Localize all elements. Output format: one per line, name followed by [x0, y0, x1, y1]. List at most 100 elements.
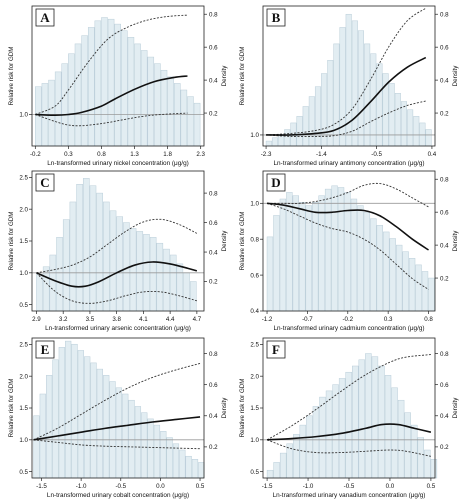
panel-b: -2.3 -1.4 -0.5 0.4 1.0 0.8 0.6 0.4 0.2 Relative r… — [239, 5, 459, 167]
histogram-bar — [332, 384, 339, 479]
histogram-bar — [136, 231, 144, 312]
histogram-bar — [68, 53, 75, 147]
y-right-tick-label: 0.8 — [440, 11, 449, 18]
x-tick-label: 3.5 — [86, 316, 95, 323]
ci-lower-line — [35, 112, 188, 127]
y-right-tick-label: 0.4 — [209, 413, 218, 420]
histogram-bar — [74, 43, 82, 147]
x-tick-label: -1.4 — [316, 151, 327, 158]
histogram-bar — [419, 122, 426, 147]
y-right-tick-label: 0.8 — [440, 176, 449, 183]
histogram-bar — [134, 43, 141, 147]
ci-upper-line — [33, 363, 201, 441]
histogram-bar — [185, 455, 192, 479]
histogram-bar — [128, 399, 135, 479]
x-tick-label: -0.5 — [344, 483, 355, 490]
histogram-bar — [324, 188, 332, 312]
histogram-bar — [198, 462, 205, 479]
y-right-tick-label: 0.2 — [440, 110, 449, 117]
histogram-bar — [273, 462, 280, 479]
histogram-bar — [180, 89, 188, 147]
y-right-tick-label: 0.6 — [209, 382, 218, 389]
y-right-axis-title: Density — [452, 397, 459, 419]
histogram-bar — [370, 218, 377, 312]
y-left-tick-label: 1.0 — [250, 201, 259, 208]
histogram-bar — [371, 356, 379, 479]
histogram-bar — [116, 216, 123, 312]
histogram-bar — [279, 198, 287, 312]
histogram-bar — [383, 231, 390, 312]
histogram-bar — [404, 412, 411, 479]
histogram-bar — [193, 102, 201, 147]
x-axis-title: Ln-transformed urinary arsenic concentra… — [45, 325, 191, 332]
y-right-tick-label: 0.4 — [440, 242, 449, 249]
histogram-bar — [109, 381, 116, 479]
y-left-tick-label: 2.0 — [19, 373, 28, 380]
ci-upper-line — [266, 7, 427, 136]
risk-curve — [266, 56, 427, 136]
histogram-bar — [96, 192, 103, 312]
x-axis-title: Ln-transformed urinary vanadium concentr… — [273, 492, 426, 499]
y-right-tick-label: 0.2 — [440, 275, 449, 282]
x-tick-label: 2.9 — [32, 316, 41, 323]
x-tick-label: 1.8 — [163, 151, 172, 158]
x-tick-label: -0.2 — [30, 151, 41, 158]
histogram-bar — [76, 184, 83, 312]
y-left-tick-label: 1.0 — [19, 437, 28, 444]
histogram-bar — [107, 18, 115, 147]
histogram-bar — [357, 30, 364, 147]
ci-lower-line — [266, 439, 431, 457]
histogram-bar — [149, 237, 157, 312]
y-right-tick-label: 0.6 — [209, 220, 218, 227]
y-left-axis-title: Relative risk for GDM — [239, 379, 246, 438]
x-tick-label: -0.5 — [371, 151, 382, 158]
risk-curve — [36, 261, 198, 288]
x-tick-label: 2.3 — [196, 151, 205, 158]
risk-curve — [33, 416, 201, 441]
histogram-bar — [65, 340, 72, 479]
histogram-bar — [351, 20, 358, 147]
x-tick-label: 0.8 — [97, 151, 106, 158]
x-axis-title: Ln-transformed urinary nickel concentrat… — [47, 160, 189, 167]
histogram-bar — [71, 343, 78, 479]
histogram — [33, 340, 205, 479]
histogram-bar — [48, 79, 55, 147]
histogram-bar — [42, 266, 50, 312]
ci-upper-line — [35, 14, 188, 115]
panel-label: A — [40, 10, 50, 25]
histogram-bar — [166, 437, 173, 479]
plot-frame — [262, 170, 436, 312]
panel-a: -0.2 0.3 0.8 1.3 1.8 2.3 1.0 0.8 0.6 0.4 0.2 Relati… — [8, 5, 228, 167]
histogram-bar — [425, 129, 432, 147]
y-left-axis-title: Relative risk for GDM — [8, 212, 15, 271]
ci-upper-line — [36, 218, 198, 274]
histogram-bar — [265, 140, 272, 147]
histogram-bar — [56, 237, 63, 312]
y-right-tick-label: 0.8 — [209, 190, 218, 197]
x-tick-label: 4.1 — [139, 316, 148, 323]
y-left-axis-title: Relative risk for GDM — [8, 379, 15, 438]
histogram-bar — [81, 35, 88, 147]
ci-lower-line — [266, 100, 426, 138]
risk-curve — [267, 423, 432, 441]
panel-label: B — [272, 10, 281, 25]
x-tick-label: 4.4 — [166, 316, 175, 323]
x-tick-label: -1.5 — [36, 483, 47, 490]
histogram-bar — [176, 263, 184, 312]
histogram-bar — [319, 396, 326, 479]
histogram-bar — [402, 251, 409, 312]
histogram-bar — [101, 17, 108, 147]
histogram — [35, 17, 201, 147]
histogram-bar — [331, 185, 338, 312]
panel-label-box — [266, 8, 286, 27]
panel-label: D — [271, 175, 280, 190]
histogram-bar — [114, 23, 121, 147]
y-right-axis-title: Density — [221, 65, 228, 87]
histogram-bar — [364, 43, 371, 147]
y-left-tick-label: 1.5 — [19, 238, 28, 245]
panel-label-box — [266, 173, 286, 192]
y-left-tick-label: 0.8 — [250, 236, 259, 243]
histogram-bar — [54, 71, 62, 147]
histogram-bar — [397, 399, 405, 479]
histogram-bar — [52, 359, 59, 479]
